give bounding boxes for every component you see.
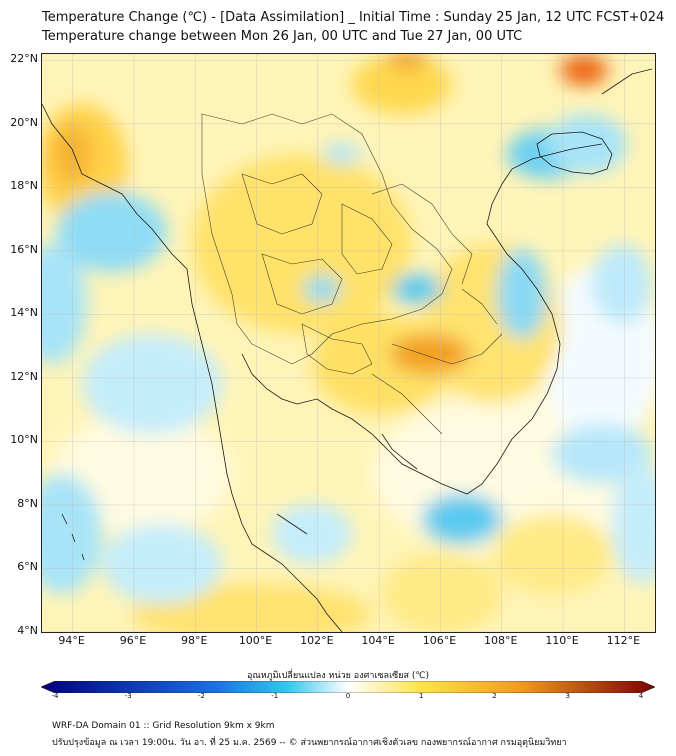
colorbar-tick-label: -4 <box>51 692 59 700</box>
footer-update-credit: ปรับปรุงข้อมูล ณ เวลา 19:00น. วัน อา. ที… <box>52 738 567 748</box>
longitude-label: 104°E <box>361 634 395 647</box>
colorbar-tick-label: 4 <box>638 692 644 700</box>
latitude-label: 22°N <box>10 52 38 66</box>
footer-model-info: WRF-DA Domain 01 :: Grid Resolution 9km … <box>52 721 275 731</box>
longitude-label: 100°E <box>238 634 273 647</box>
map-field <box>42 54 655 632</box>
province-borders <box>201 113 503 435</box>
longitude-label: 106°E <box>422 634 457 647</box>
graticule <box>42 54 655 632</box>
longitude-label: 94°E <box>58 634 85 647</box>
colorbar-tick-label: 3 <box>565 692 570 700</box>
coastlines <box>42 68 653 632</box>
colorbar-tick-label: 0 <box>345 692 351 700</box>
longitude-label: 110°E <box>545 634 579 647</box>
colorbar-tick-label: -3 <box>124 692 132 700</box>
latitude-label: 14°N <box>10 306 38 320</box>
temperature-change-map <box>41 53 656 633</box>
chart-title-line1: Temperature Change (℃) - [Data Assimilat… <box>42 10 665 25</box>
chart-title-line2: Temperature change between Mon 26 Jan, 0… <box>42 29 523 44</box>
latitude-label: 12°N <box>10 369 38 383</box>
longitude-label: 96°E <box>119 634 147 647</box>
longitude-label: 98°E <box>181 634 208 647</box>
colorbar-title: อุณหภูมิเปลี่ยนแปลง หน่วย องศาเซลเซียส (… <box>246 671 430 681</box>
latitude-label: 18°N <box>10 179 38 193</box>
latitude-label: 6°N <box>17 560 38 574</box>
colorbar-tick-label: 1 <box>419 692 424 700</box>
colorbar-tick-label: -2 <box>198 692 205 700</box>
colorbar-tick-label: -1 <box>271 692 279 700</box>
colorbar <box>41 681 655 693</box>
longitude-label: 108°E <box>484 634 518 647</box>
latitude-label: 16°N <box>10 242 38 256</box>
longitude-label: 102°E <box>300 634 334 647</box>
latitude-label: 20°N <box>10 115 38 129</box>
temperature-anomaly-field <box>42 54 655 632</box>
colorbar-tick-label: 2 <box>492 692 497 700</box>
latitude-label: 10°N <box>10 433 38 447</box>
latitude-label: 8°N <box>17 496 38 510</box>
longitude-label: 112°E <box>606 634 641 647</box>
latitude-label: 4°N <box>17 624 38 637</box>
